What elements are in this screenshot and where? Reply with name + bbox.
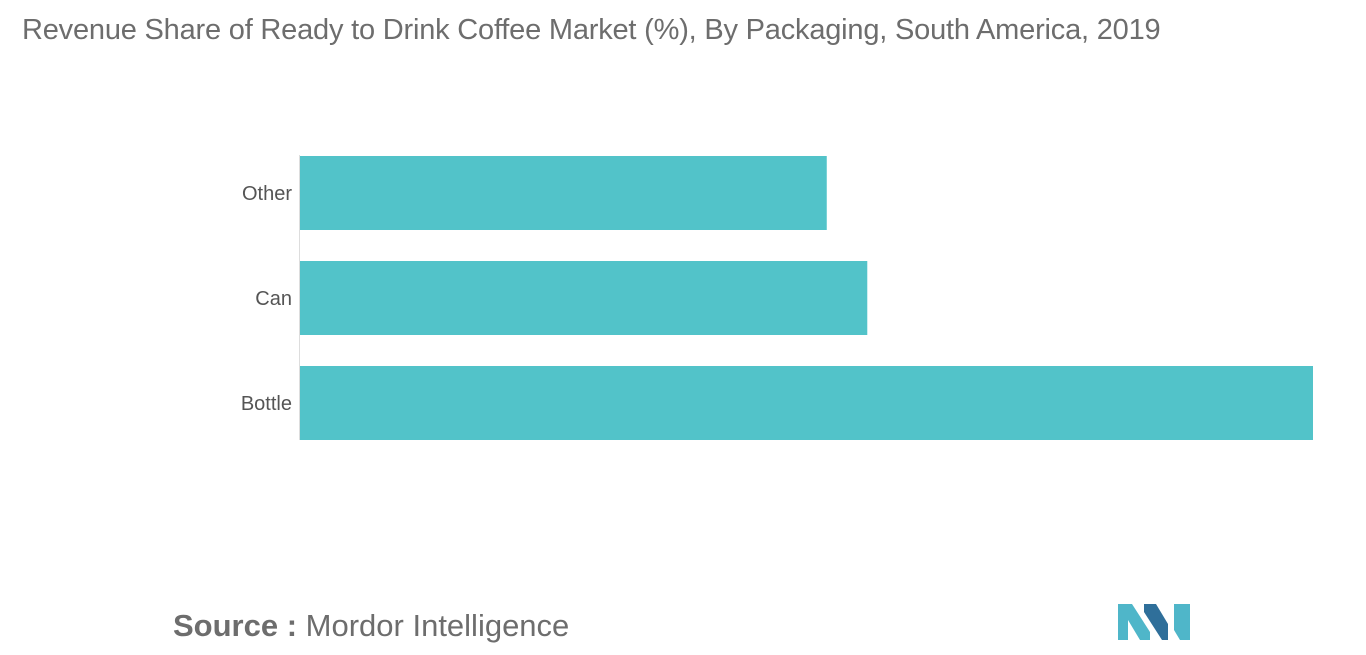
- mordor-intelligence-logo-icon: [1118, 604, 1190, 640]
- bar-bottle: [300, 366, 1313, 440]
- logo-shape-right: [1174, 604, 1190, 640]
- bar-can: [300, 261, 868, 335]
- logo-shape-mid: [1144, 604, 1168, 640]
- category-label-other: Other: [242, 183, 292, 205]
- source-value: Mordor Intelligence: [305, 608, 570, 643]
- bar-other: [300, 156, 827, 230]
- source-note: Source : Mordor Intelligence: [173, 608, 569, 644]
- bar-chart: Other Can Bottle: [241, 155, 1313, 440]
- source-label: Source :: [173, 608, 298, 643]
- category-label-bottle: Bottle: [241, 393, 292, 415]
- category-label-can: Can: [255, 288, 292, 310]
- logo-shape-left: [1118, 604, 1150, 640]
- chart-title: Revenue Share of Ready to Drink Coffee M…: [22, 14, 1161, 46]
